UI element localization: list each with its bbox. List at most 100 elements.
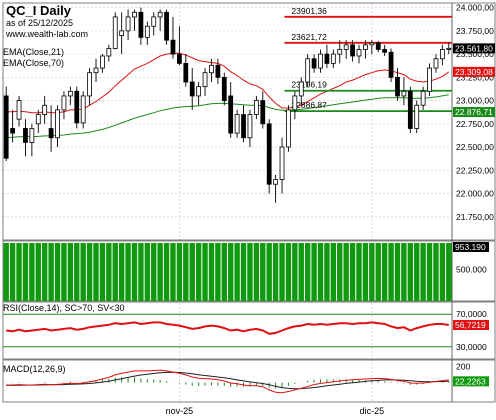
rsi-marker-label: 56,7219 (455, 320, 486, 330)
volume-bar (304, 243, 311, 301)
volume-bar (22, 243, 29, 301)
volume-bar (343, 243, 349, 301)
rsi-title: RSI(Close,14), SC>70, SV<30 (3, 303, 125, 313)
candle-body (279, 146, 285, 180)
volume-tick-label: 500.000 (456, 265, 487, 275)
candle-body (407, 90, 413, 129)
y-axis-labels: nov-25 dic-2524.000,0023.750,0023.500,002… (166, 3, 494, 416)
volume-bar (35, 243, 41, 301)
price-tick-label: 21.750,00 (456, 212, 494, 222)
candle-body (382, 49, 388, 53)
ema70-marker-box (453, 107, 495, 118)
candle-body (138, 11, 144, 38)
candle-body (125, 16, 131, 32)
volume-bar (279, 243, 285, 301)
rsi-line (6, 321, 449, 335)
volume-bar (118, 243, 125, 301)
candle-body (42, 104, 48, 115)
volume-bar (80, 243, 86, 301)
volume-bar (375, 243, 381, 301)
rsi-marker-box (453, 320, 489, 331)
volume-bar (362, 243, 369, 301)
price-tick-label: 22.750,00 (456, 119, 494, 129)
volume-bar (349, 243, 356, 301)
candle-body (337, 49, 343, 55)
volume-bar (311, 243, 317, 301)
candle-body (260, 100, 266, 125)
candle-body (202, 72, 208, 88)
volume-bar (163, 243, 170, 301)
candle-body (189, 81, 195, 97)
candle-body (215, 64, 221, 78)
candle-body (292, 95, 298, 111)
volume-bar (433, 243, 439, 301)
candle-body (356, 49, 362, 57)
candle-body (93, 67, 99, 74)
volume-bar (131, 243, 138, 301)
volume-bar (176, 243, 183, 301)
candle-body (330, 53, 336, 64)
volume-bar (272, 243, 279, 301)
level-label: 23621,72 (291, 32, 327, 42)
candle-body (112, 16, 118, 49)
macd-pane (5, 369, 450, 394)
volume-bar (29, 243, 35, 301)
candle-body (388, 51, 394, 78)
candle-body (266, 123, 272, 185)
candle-body (401, 90, 407, 97)
candle-body (55, 109, 60, 139)
candle-body (343, 44, 349, 50)
volume-bar (253, 243, 260, 301)
candle-body (183, 63, 189, 83)
volume-bar (138, 243, 144, 301)
level-label: 23106,19 (291, 80, 327, 90)
volume-bar (54, 243, 61, 301)
volume-bar (215, 243, 221, 301)
volume-bar (99, 243, 106, 301)
volume-bar (16, 243, 22, 301)
volume-bar (74, 243, 80, 301)
candle-body (221, 76, 227, 101)
level-label: 23901,36 (291, 6, 327, 16)
volume-bar (208, 243, 215, 301)
volume-bar (439, 243, 446, 301)
candle-body (196, 86, 202, 97)
candle-body (10, 128, 16, 134)
candle-body (23, 128, 28, 143)
volume-bar (414, 243, 420, 301)
volume-bar (157, 243, 163, 301)
volume-bar (67, 243, 74, 301)
volume-bar (324, 243, 330, 301)
volume-bar (260, 243, 266, 301)
candle-body (80, 95, 86, 124)
candle-body (144, 25, 150, 38)
volume-bar (195, 243, 202, 301)
rsi-tick-label: 30,0000 (456, 342, 487, 352)
volume-marker-box (453, 242, 489, 252)
candle-body (74, 90, 80, 124)
volume-bar (48, 243, 54, 301)
volume-bar (247, 243, 253, 301)
volume-bar (407, 243, 414, 301)
price-tick-label: 22.250,00 (456, 165, 494, 175)
volume-bar (106, 243, 112, 301)
candle-body (247, 114, 253, 139)
volume-bar (151, 243, 157, 301)
chart-title: QC_I Daily (6, 3, 72, 18)
volume-bar (183, 243, 189, 301)
volume-bar (337, 243, 343, 301)
volume-bar (381, 243, 388, 301)
macd-signal-line (6, 371, 449, 390)
candle-body (48, 128, 54, 139)
candle-body (369, 42, 375, 46)
candle-body (433, 58, 439, 69)
volume-bar (266, 243, 272, 301)
candle-body (395, 76, 400, 97)
candle-body (253, 100, 259, 115)
volume-bar (426, 243, 433, 301)
candle-body (209, 64, 214, 74)
volume-bar (3, 243, 9, 301)
value-markers: 23.561,80 23.309,08 22.876,71 953.190 56,721… (453, 43, 495, 387)
close-marker-box (453, 43, 495, 54)
